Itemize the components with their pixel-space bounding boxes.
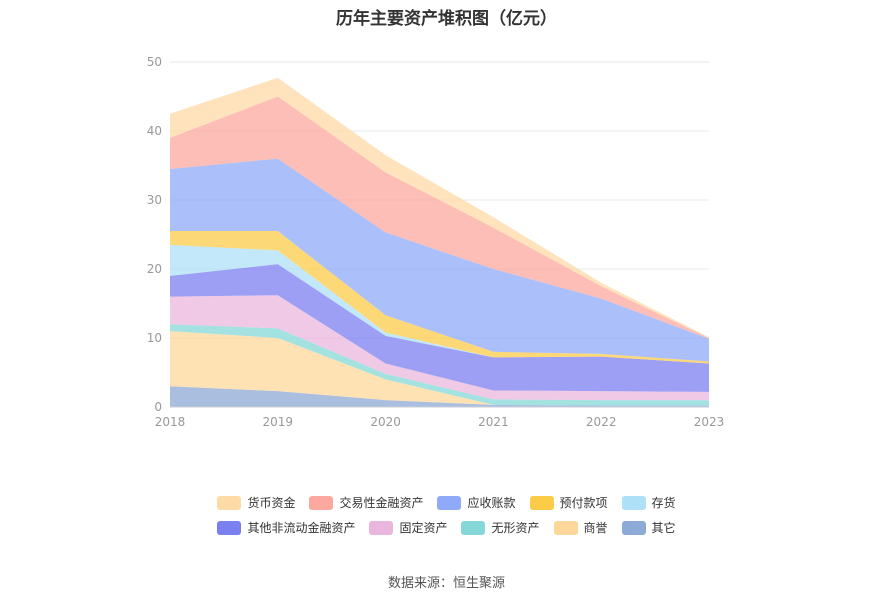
series-area-无形资产 bbox=[170, 324, 709, 406]
legend-item[interactable]: 交易性金融资产 bbox=[309, 494, 423, 511]
legend-swatch bbox=[217, 520, 242, 535]
legend-label: 交易性金融资产 bbox=[339, 496, 424, 510]
legend-label: 存货 bbox=[651, 496, 676, 510]
legend-label: 固定资产 bbox=[399, 521, 448, 535]
legend-swatch bbox=[529, 495, 554, 510]
data-source-note: 数据来源：恒生聚源 bbox=[387, 576, 505, 591]
y-tick-label: 0 bbox=[154, 400, 162, 414]
legend-row: 其他非流动金融资产 固定资产 无形资产 商誉 其它 bbox=[150, 519, 743, 536]
legend-label: 其他非流动金融资产 bbox=[247, 521, 356, 535]
series-area-货币资金 bbox=[170, 77, 709, 339]
legend-item[interactable]: 货币资金 bbox=[217, 494, 295, 511]
legend-swatch bbox=[309, 495, 334, 510]
legend-label: 其它 bbox=[651, 521, 676, 535]
legend-label: 无形资产 bbox=[491, 521, 540, 535]
y-tick-label: 50 bbox=[147, 55, 162, 69]
legend-label: 应收账款 bbox=[467, 496, 516, 510]
legend-item[interactable]: 预付款项 bbox=[529, 494, 608, 511]
legend-swatch bbox=[217, 495, 242, 510]
x-tick-label: 2022 bbox=[586, 415, 617, 429]
series-area-其他非流动金融资产 bbox=[170, 264, 709, 392]
legend-label: 商誉 bbox=[583, 521, 608, 535]
x-tick-label: 2021 bbox=[478, 415, 509, 429]
series-area-商誉 bbox=[170, 331, 709, 406]
legend-label: 货币资金 bbox=[247, 496, 296, 510]
series-area-固定资产 bbox=[170, 295, 709, 401]
legend-item[interactable]: 固定资产 bbox=[369, 519, 447, 536]
legend-swatch bbox=[437, 495, 462, 510]
legend-item[interactable]: 无形资产 bbox=[461, 519, 540, 536]
legend-label: 预付款项 bbox=[559, 496, 608, 510]
legend-item[interactable]: 商誉 bbox=[553, 519, 608, 536]
legend-item[interactable]: 存货 bbox=[621, 494, 676, 511]
series-area-其它 bbox=[170, 386, 709, 407]
legend-swatch bbox=[621, 495, 646, 510]
chart-legend: 货币资金 交易性金融资产 应收账款 预付款项 存货其他非流动金融资产 固定资产 无形资产 商誉… bbox=[150, 494, 743, 544]
legend-swatch bbox=[461, 520, 486, 535]
y-tick-label: 20 bbox=[147, 262, 162, 276]
y-tick-label: 10 bbox=[147, 331, 162, 345]
legend-swatch bbox=[621, 520, 646, 535]
x-tick-label: 2023 bbox=[694, 415, 725, 429]
series-area-存货 bbox=[170, 244, 709, 364]
series-area-交易性金融资产 bbox=[170, 96, 709, 339]
legend-swatch bbox=[369, 520, 394, 535]
legend-swatch bbox=[553, 520, 578, 535]
chart-title: 历年主要资产堆积图（亿元） bbox=[336, 9, 557, 29]
legend-row: 货币资金 交易性金融资产 应收账款 预付款项 存货 bbox=[150, 494, 743, 511]
legend-item[interactable]: 其它 bbox=[621, 519, 676, 536]
series-area-应收账款 bbox=[170, 158, 709, 362]
legend-item[interactable]: 应收账款 bbox=[437, 494, 516, 511]
y-tick-label: 40 bbox=[147, 124, 162, 138]
y-tick-label: 30 bbox=[147, 193, 162, 207]
x-tick-label: 2020 bbox=[370, 415, 401, 429]
x-tick-label: 2019 bbox=[263, 415, 294, 429]
legend-item[interactable]: 其他非流动金融资产 bbox=[217, 519, 355, 536]
x-tick-label: 2018 bbox=[155, 415, 186, 429]
series-area-预付款项 bbox=[170, 231, 709, 364]
